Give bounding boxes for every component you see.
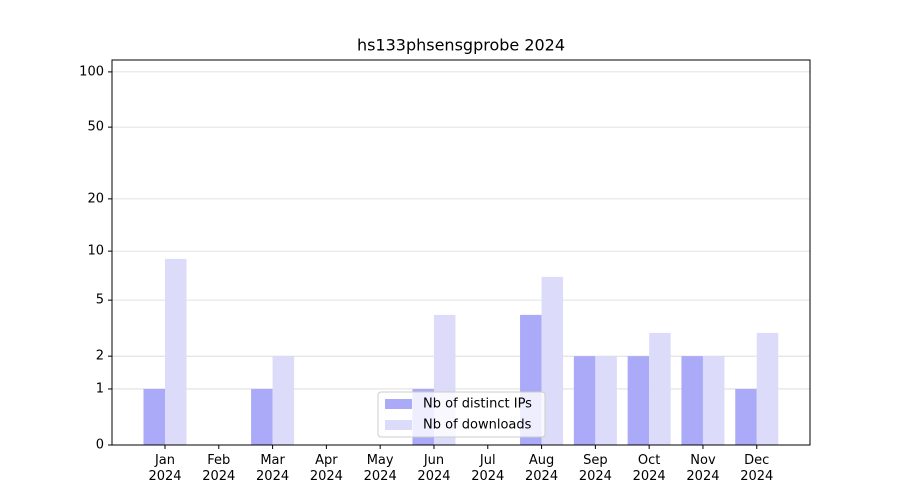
bar [627, 356, 650, 445]
y-tick-label: 1 [96, 381, 104, 396]
x-tick-label: Sep 2024 [578, 453, 612, 484]
bar [143, 388, 165, 445]
x-tick-label: Apr 2024 [309, 453, 343, 484]
bar [251, 388, 273, 445]
legend-label: Nb of downloads [423, 418, 532, 433]
chart-title: hs133phsensgprobe 2024 [357, 36, 565, 55]
y-tick-label: 0 [96, 438, 104, 453]
legend-frame [377, 391, 546, 438]
bar [165, 258, 187, 445]
bar [541, 276, 564, 445]
x-tick-label: Jul 2024 [471, 453, 505, 484]
x-tick-label: Oct 2024 [632, 453, 666, 484]
bar [649, 332, 671, 445]
x-tick-label: May 2024 [363, 453, 397, 484]
x-tick-label: Aug 2024 [525, 453, 559, 484]
legend-swatch [385, 399, 412, 409]
legend-swatch [385, 420, 412, 430]
y-tick-label: 50 [87, 120, 104, 135]
x-tick-label: Nov 2024 [686, 453, 720, 484]
y-tick-label: 20 [87, 191, 104, 206]
y-tick-label: 100 [79, 64, 104, 79]
bar [573, 356, 596, 445]
x-tick-label: Jun 2024 [417, 453, 451, 484]
y-tick-label: 2 [96, 349, 104, 364]
x-tick-label: Jan 2024 [148, 453, 182, 484]
bar [595, 356, 617, 445]
y-tick-label: 5 [96, 293, 104, 308]
bar [681, 356, 703, 445]
plot-frame [111, 59, 811, 446]
y-tick-label: 10 [87, 244, 104, 259]
bar [756, 332, 779, 445]
x-tick-label: Dec 2024 [740, 453, 774, 484]
bar [702, 356, 725, 445]
legend: Nb of distinct IPs Nb of downloads [377, 391, 546, 438]
x-tick-label: Feb 2024 [202, 453, 236, 484]
legend-label: Nb of distinct IPs [423, 397, 532, 412]
bar [272, 356, 295, 445]
bar [735, 388, 757, 445]
x-tick-label: Mar 2024 [256, 453, 290, 484]
